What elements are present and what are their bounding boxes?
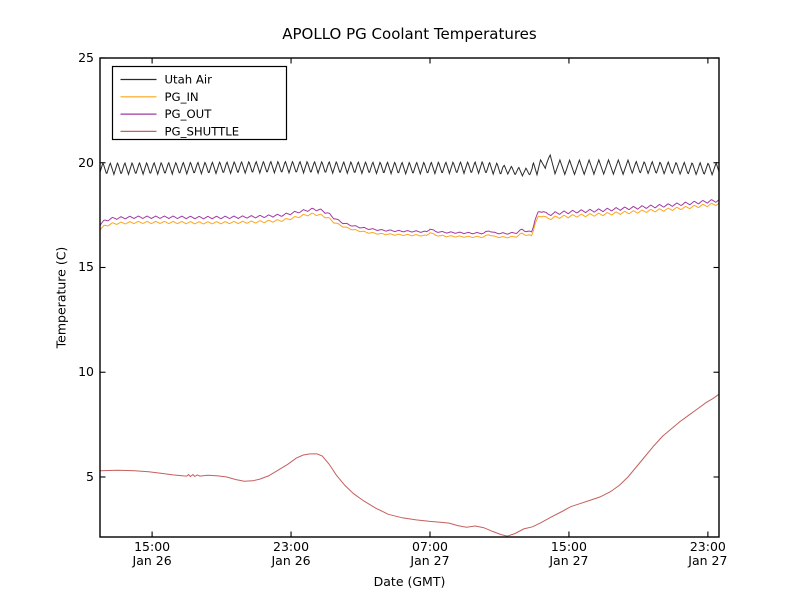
legend-entry-label: Utah Air [165,73,213,87]
x-tick-label: 15:00 Jan 27 [549,539,589,568]
y-tick-label: 20 [78,154,94,170]
y-tick-label: 10 [78,364,94,380]
x-tick-label: 07:00 Jan 27 [410,539,450,568]
y-tick-label: 15 [78,259,94,275]
y-axis-label: Temperature (C) [53,246,69,349]
x-axis-label: Date (GMT) [373,574,446,589]
series-line-utah-air [100,153,719,178]
legend-entry-label: PG_OUT [165,107,213,121]
y-tick-label: 5 [86,468,94,484]
x-tick-label: 23:00 Jan 27 [688,539,728,568]
chart-title: APOLLO PG Coolant Temperatures [282,25,537,43]
legend-entry-label: PG_IN [165,90,199,104]
y-tick-label: 25 [78,50,94,65]
x-tick-label: 23:00 Jan 26 [271,539,311,568]
series-line-pg_out [100,199,719,235]
x-tick-label: 15:00 Jan 26 [132,539,172,568]
plot-frame [99,57,720,538]
legend-entry-label: PG_SHUTTLE [165,124,240,138]
series-line-pg_shuttle [100,393,719,537]
legend-box [111,65,288,141]
series-line-pg_in [100,202,719,239]
